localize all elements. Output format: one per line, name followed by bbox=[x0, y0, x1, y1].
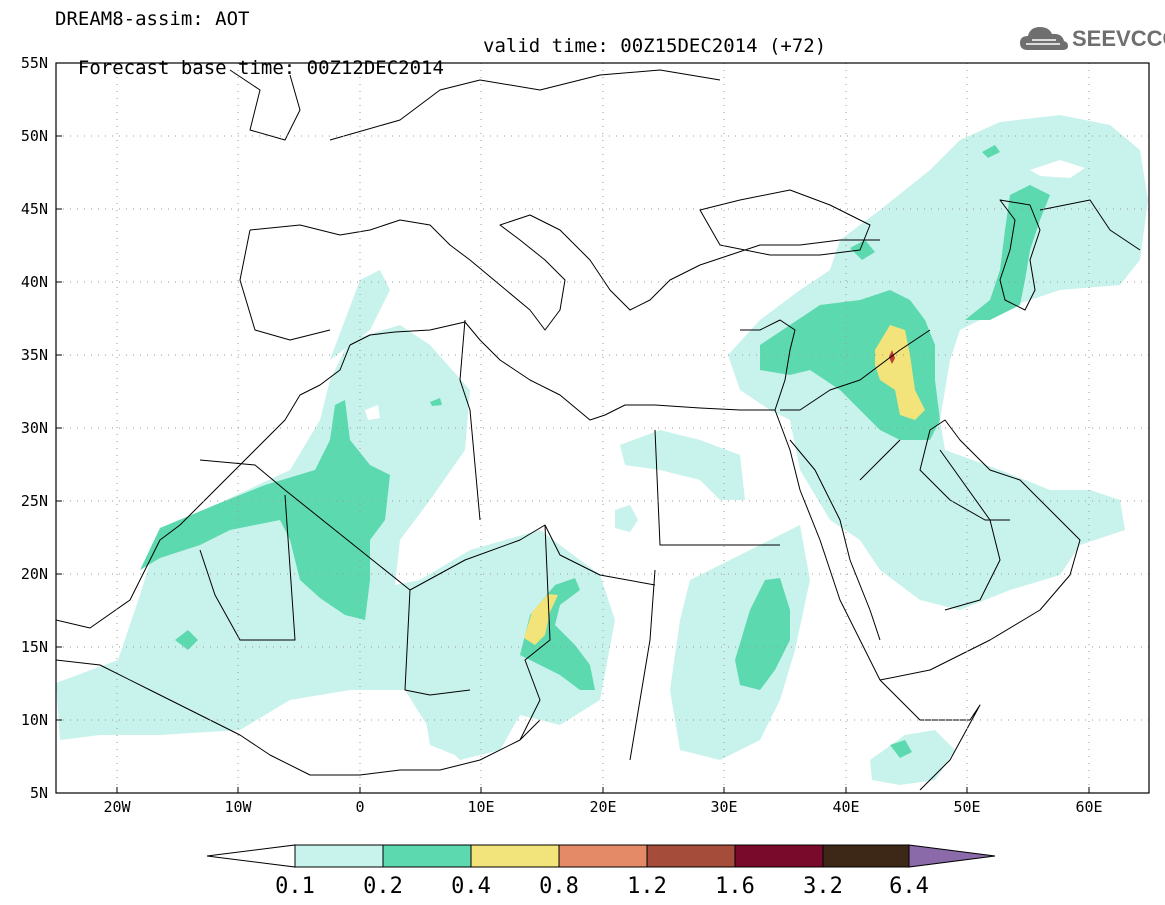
lat-label-55n: 55N bbox=[21, 54, 48, 72]
colorbar-segment bbox=[822, 844, 910, 868]
colorbar-segment bbox=[382, 844, 472, 868]
lat-label-45n: 45N bbox=[21, 200, 48, 218]
valid-time: valid time: 00Z15DEC2014 (+72) bbox=[483, 35, 827, 57]
lon-label-20w: 20W bbox=[103, 798, 131, 816]
colorbar bbox=[206, 844, 996, 868]
lat-label-30n: 30N bbox=[21, 419, 48, 437]
lat-label-5n: 5N bbox=[30, 784, 48, 802]
aot-gaps bbox=[365, 160, 1085, 420]
colorbar-segment bbox=[908, 844, 996, 868]
coastlines-and-borders bbox=[56, 69, 1141, 791]
colorbar-label: 0.8 bbox=[539, 874, 579, 899]
latitude-labels: 5N 10N 15N 20N 25N 30N 35N 40N 45N 50N 5… bbox=[21, 54, 48, 802]
logo-text: SEEVCCC bbox=[1072, 26, 1165, 51]
colorbar-segment bbox=[470, 844, 560, 868]
seevccc-logo: SEEVCCC bbox=[1018, 22, 1165, 54]
colorbar-segment bbox=[558, 844, 648, 868]
colorbar-label: 1.2 bbox=[627, 874, 667, 899]
colorbar-labels: 0.1 0.2 0.4 0.8 1.2 1.6 3.2 6.4 bbox=[275, 874, 929, 899]
lat-label-50n: 50N bbox=[21, 127, 48, 145]
tick-marks bbox=[56, 135, 1090, 793]
colorbar-label: 0.4 bbox=[451, 874, 491, 899]
colorbar-label: 3.2 bbox=[803, 874, 843, 899]
lat-label-15n: 15N bbox=[21, 638, 48, 656]
forecast-times: Forecast base time: 00Z12DEC2014 valid t… bbox=[55, 35, 826, 101]
lat-label-10n: 10N bbox=[21, 711, 48, 729]
lon-label-40e: 40E bbox=[832, 798, 859, 816]
aot-level-0-4 bbox=[524, 325, 925, 645]
colorbar-label: 1.6 bbox=[715, 874, 755, 899]
colorbar-segment bbox=[206, 844, 296, 868]
map-title: DREAM8-assim: AOT bbox=[55, 8, 250, 30]
aot-peak-marker bbox=[889, 350, 895, 364]
lon-label-20e: 20E bbox=[589, 798, 616, 816]
lon-label-50e: 50E bbox=[953, 798, 980, 816]
lat-label-40n: 40N bbox=[21, 273, 48, 291]
lat-label-20n: 20N bbox=[21, 565, 48, 583]
lat-label-25n: 25N bbox=[21, 492, 48, 510]
colorbar-label: 0.1 bbox=[275, 874, 315, 899]
gridlines bbox=[56, 63, 1149, 793]
colorbar-segment bbox=[734, 844, 824, 868]
colorbar-segment bbox=[646, 844, 736, 868]
cloud-icon bbox=[1020, 27, 1068, 50]
aot-level-0-1 bbox=[56, 115, 1148, 785]
lon-label-10e: 10E bbox=[467, 798, 494, 816]
lon-label-30e: 30E bbox=[710, 798, 737, 816]
lon-label-10w: 10W bbox=[224, 798, 252, 816]
colorbar-label: 6.4 bbox=[889, 874, 929, 899]
colorbar-label: 0.2 bbox=[363, 874, 403, 899]
longitude-labels: 20W 10W 0 10E 20E 30E 40E 50E 60E bbox=[103, 798, 1102, 816]
colorbar-segment bbox=[294, 844, 384, 868]
lon-label-60e: 60E bbox=[1075, 798, 1102, 816]
lat-label-35n: 35N bbox=[21, 346, 48, 364]
aot-shading bbox=[56, 115, 1148, 785]
lon-label-0: 0 bbox=[355, 798, 364, 816]
